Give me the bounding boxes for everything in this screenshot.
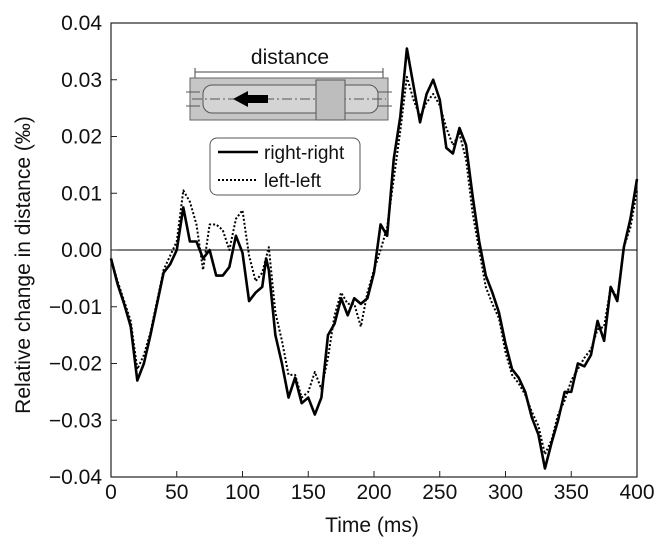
- legend-label-left-left: left-left: [264, 171, 322, 192]
- arrow-left-icon: [233, 91, 268, 107]
- y-tick-label: 0.01: [61, 182, 102, 205]
- x-tick-label: 400: [619, 481, 654, 504]
- x-tick-label: 0: [105, 481, 117, 504]
- x-tick-label: 200: [356, 481, 391, 504]
- x-tick-label: 50: [165, 481, 188, 504]
- y-tick-label: 0.04: [61, 12, 102, 35]
- x-tick-label: 300: [488, 481, 523, 504]
- x-axis-label: Time (ms): [325, 514, 419, 537]
- y-axis-label: Relative change in distance (‰): [12, 116, 35, 414]
- y-tick-label: −0.04: [49, 466, 102, 489]
- y-tick-label: 0.00: [61, 239, 102, 262]
- x-tick-label: 100: [225, 481, 260, 504]
- inset-block: [315, 79, 346, 121]
- x-tick-label: 150: [291, 481, 326, 504]
- inset-schematic: distance: [186, 46, 392, 121]
- legend: right-right left-left: [209, 137, 361, 196]
- x-tick-label: 350: [554, 481, 589, 504]
- series-line-left-left: [110, 75, 638, 456]
- legend-label-right-right: right-right: [264, 143, 345, 164]
- y-tick-label: −0.02: [49, 353, 102, 376]
- y-tick-label: 0.02: [61, 126, 102, 149]
- y-tick-label: −0.03: [49, 409, 102, 432]
- inset-distance-label: distance: [251, 46, 329, 69]
- y-tick-label: 0.03: [61, 69, 102, 92]
- y-tick-label: −0.01: [49, 296, 102, 319]
- x-tick-label: 250: [422, 481, 457, 504]
- series-line-right-right: [109, 47, 639, 470]
